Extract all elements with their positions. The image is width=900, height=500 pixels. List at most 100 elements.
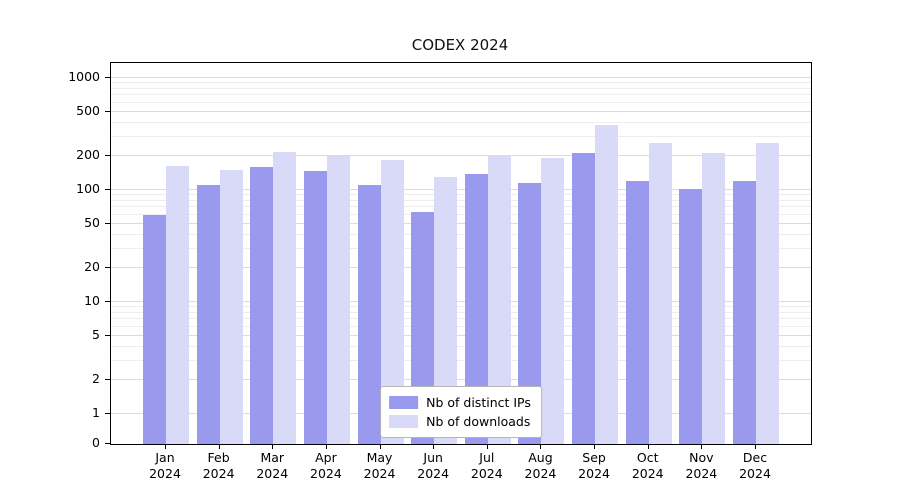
- x-tick-label: Mar 2024: [256, 450, 289, 481]
- gridline: [111, 233, 811, 235]
- y-tick-label: 500: [76, 102, 100, 118]
- x-tick-label: Dec 2024: [739, 450, 771, 481]
- legend-label-downloads: Nb of downloads: [426, 414, 531, 429]
- x-tick-mark: [325, 444, 327, 449]
- x-tick-label: Aug 2024: [524, 450, 557, 481]
- y-tick-label: 5: [92, 326, 100, 342]
- y-tick-mark: [105, 189, 110, 190]
- x-tick-mark: [165, 444, 166, 449]
- bar-downloads: [541, 158, 565, 444]
- x-tick-mark: [755, 444, 756, 449]
- legend-item-distinct-ips: Nb of distinct IPs: [389, 393, 531, 412]
- gridline: [111, 247, 811, 249]
- gridline: [111, 222, 811, 224]
- y-tick-mark: [105, 77, 110, 78]
- gridline: [111, 325, 811, 327]
- x-tick-mark: [540, 444, 542, 449]
- bar-downloads: [326, 155, 350, 444]
- gridline: [111, 135, 811, 137]
- x-tick-label: Jan 2024: [149, 450, 181, 481]
- x-tick-mark: [218, 444, 220, 449]
- legend: Nb of distinct IPs Nb of downloads: [380, 386, 542, 438]
- x-tick-label: Jul 2024: [470, 450, 503, 481]
- y-tick-label: 100: [76, 181, 100, 196]
- bar-downloads: [434, 177, 458, 444]
- y-tick-label: 50: [84, 214, 100, 230]
- y-tick-mark: [105, 222, 110, 224]
- bar-distinct-ips: [196, 185, 220, 444]
- bar-distinct-ips: [733, 181, 756, 444]
- plot-area: Nb of distinct IPs Nb of downloads: [110, 62, 812, 445]
- y-tick-label: 1000: [68, 69, 100, 84]
- y-tick-mark: [105, 155, 110, 157]
- x-tick-label: Apr 2024: [310, 450, 342, 481]
- gridline: [111, 94, 811, 96]
- bar-distinct-ips: [357, 185, 381, 444]
- y-tick-mark: [105, 334, 110, 336]
- gridline: [111, 155, 811, 157]
- gridline: [111, 379, 811, 381]
- gridline: [111, 213, 811, 215]
- x-tick-mark: [701, 444, 703, 449]
- y-tick-label: 1: [92, 405, 100, 420]
- bar-downloads: [380, 159, 404, 444]
- bar-downloads: [219, 170, 243, 444]
- y-tick-label: 20: [84, 259, 100, 275]
- bar-distinct-ips: [464, 174, 488, 444]
- y-tick-mark: [105, 267, 110, 269]
- legend-label-distinct-ips: Nb of distinct IPs: [426, 395, 531, 410]
- gridline: [111, 301, 811, 302]
- gridline: [111, 189, 811, 190]
- gridline: [111, 267, 811, 269]
- chart-title: CODEX 2024: [411, 36, 509, 54]
- bar-distinct-ips: [679, 188, 703, 444]
- bar-distinct-ips: [143, 214, 166, 444]
- gridline: [111, 77, 811, 78]
- gridline: [111, 194, 811, 196]
- x-tick-label: Oct 2024: [631, 450, 664, 481]
- gridline: [111, 306, 811, 308]
- y-tick-mark: [105, 110, 110, 112]
- x-tick-mark: [433, 444, 435, 449]
- gridline: [111, 359, 811, 361]
- x-tick-mark: [594, 444, 596, 449]
- bar-distinct-ips: [250, 167, 274, 444]
- y-tick-mark: [105, 413, 110, 414]
- x-tick-mark: [647, 444, 649, 449]
- legend-item-downloads: Nb of downloads: [389, 412, 531, 431]
- bar-distinct-ips: [303, 170, 327, 444]
- y-tick-label: 2: [92, 371, 100, 387]
- y-tick-mark: [105, 379, 110, 381]
- bar-downloads: [756, 142, 779, 444]
- gridline: [111, 110, 811, 112]
- gridline: [111, 311, 811, 313]
- bar-distinct-ips: [411, 211, 435, 444]
- x-tick-label: Feb 2024: [202, 450, 235, 481]
- legend-swatch-downloads: [389, 415, 419, 428]
- bar-downloads: [273, 151, 297, 444]
- x-tick-label: Nov 2024: [685, 450, 718, 481]
- gridline: [111, 82, 811, 84]
- x-tick-label: Jun 2024: [417, 450, 450, 481]
- bar-distinct-ips: [572, 152, 596, 444]
- legend-swatch-distinct-ips: [389, 396, 419, 409]
- gridline: [111, 101, 811, 103]
- bar-downloads: [166, 165, 189, 444]
- x-tick-label: Sep 2024: [578, 450, 610, 481]
- x-tick-mark: [486, 444, 488, 449]
- gridline: [111, 199, 811, 201]
- bar-downloads: [595, 125, 619, 444]
- y-tick-mark: [105, 443, 110, 444]
- bar-downloads: [702, 153, 726, 444]
- gridline: [111, 318, 811, 320]
- y-tick-label: 0: [92, 435, 100, 450]
- gridline: [111, 345, 811, 347]
- x-tick-mark: [379, 444, 381, 449]
- gridline: [111, 206, 811, 208]
- y-tick-label: 10: [84, 293, 100, 308]
- x-tick-label: May 2024: [363, 450, 396, 481]
- bar-downloads: [487, 155, 511, 444]
- gridline: [111, 334, 811, 336]
- y-tick-label: 200: [76, 147, 100, 163]
